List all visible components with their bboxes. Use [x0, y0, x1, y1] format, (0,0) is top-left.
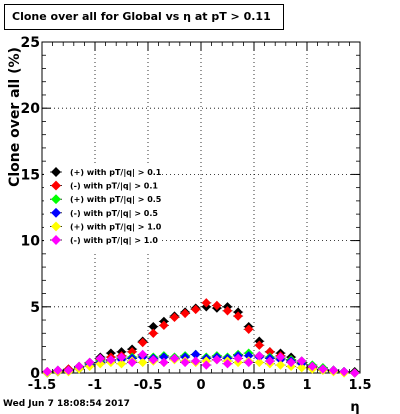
data-point [339, 367, 348, 376]
y-tick-label: 0 [30, 366, 40, 382]
data-point [244, 358, 253, 367]
x-tick-label: 1.5 [348, 378, 371, 393]
data-point [180, 358, 189, 367]
data-point [138, 338, 147, 347]
timestamp-footer: Wed Jun 7 18:08:54 2017 [3, 399, 130, 409]
y-tick-label: 10 [21, 234, 41, 250]
data-point [255, 351, 264, 360]
legend: (+) with pT/|q| > 0.1 (-) with pT/|q| > 0… [44, 163, 162, 251]
x-tick-label: -1 [88, 378, 102, 393]
data-point [180, 309, 189, 318]
data-point [64, 366, 73, 375]
y-tick-label: 15 [21, 167, 40, 183]
x-tick-label: 1 [302, 378, 311, 393]
data-point [53, 366, 62, 375]
data-point [170, 313, 179, 322]
x-axis-label: η [350, 400, 359, 414]
data-point [191, 305, 200, 314]
data-point [159, 358, 168, 367]
legend-label: (+) with pT/|q| > 0.1 [70, 168, 162, 177]
legend-label: (-) with pT/|q| > 0.1 [70, 182, 158, 191]
y-tick-label: 5 [30, 300, 40, 316]
data-point [350, 368, 359, 377]
y-tick-label: 20 [21, 101, 41, 117]
data-point [43, 367, 52, 376]
y-axis-label: Clone over all (%) [7, 47, 23, 187]
legend-label: (-) with pT/|q| > 0.5 [70, 209, 158, 218]
data-point [318, 364, 327, 373]
x-tick-label: 0.5 [242, 378, 265, 393]
legend-label: (+) with pT/|q| > 0.5 [70, 195, 162, 204]
data-point [329, 366, 338, 375]
x-tick-label: 0 [196, 378, 205, 393]
data-point [138, 358, 147, 367]
y-tick-label: 25 [21, 35, 40, 51]
data-point [149, 329, 158, 338]
x-tick-label: -0.5 [134, 378, 162, 393]
legend-label: (-) with pT/|q| > 1.0 [70, 236, 158, 245]
data-point [276, 360, 285, 369]
data-point [191, 356, 200, 365]
legend-label: (+) with pT/|q| > 1.0 [70, 222, 162, 231]
data-point [170, 354, 179, 363]
